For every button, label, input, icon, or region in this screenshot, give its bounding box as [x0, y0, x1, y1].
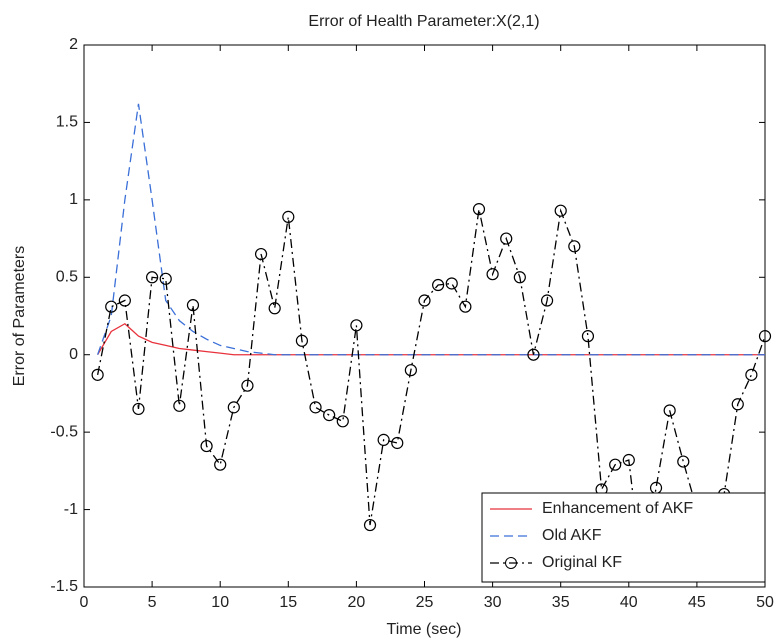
x-tick-label: 30	[484, 594, 502, 611]
x-tick-label: 25	[416, 594, 434, 611]
data-point	[159, 272, 172, 285]
data-point	[486, 268, 499, 281]
data-point	[363, 518, 377, 532]
data-point	[758, 330, 772, 343]
series-line	[97, 103, 765, 356]
y-tick-label: 0.5	[56, 269, 78, 286]
data-point	[282, 210, 295, 223]
data-point	[254, 247, 268, 261]
data-point	[377, 433, 390, 446]
x-tick-label: 50	[756, 594, 774, 611]
data-point	[731, 398, 744, 411]
x-tick-label: 35	[552, 594, 570, 611]
data-point	[214, 458, 227, 471]
y-tick-label: 1	[69, 191, 78, 208]
data-point	[581, 330, 595, 343]
data-point	[118, 294, 131, 307]
legend-label: Original KF	[542, 554, 622, 571]
data-point	[350, 319, 363, 332]
data-point	[663, 404, 676, 417]
x-axis-label: Time (sec)	[387, 621, 462, 638]
data-point	[200, 439, 213, 453]
legend-label: Enhancement of AKF	[542, 500, 693, 517]
legend-label: Old AKF	[542, 527, 602, 544]
data-point	[173, 399, 186, 412]
data-point	[227, 401, 240, 414]
x-tick-label: 45	[688, 594, 706, 611]
y-tick-label: 0	[69, 346, 78, 363]
x-tick-label: 20	[348, 594, 366, 611]
chart-title: Error of Health Parameter:X(2,1)	[308, 13, 539, 30]
x-tick-label: 0	[80, 594, 89, 611]
legend-box	[481, 492, 766, 583]
data-point	[513, 271, 526, 284]
y-tick-label: 1.5	[56, 114, 78, 131]
data-point	[677, 455, 690, 468]
data-point	[472, 203, 486, 216]
data-point	[527, 348, 540, 361]
x-tick-label: 15	[279, 594, 297, 611]
data-point	[432, 278, 445, 292]
data-point	[554, 204, 567, 217]
data-point	[91, 368, 104, 381]
data-point	[500, 232, 513, 245]
data-point	[146, 271, 159, 284]
data-point	[418, 294, 431, 307]
y-tick-label: 2	[69, 36, 78, 53]
data-point	[105, 300, 118, 313]
data-point	[241, 379, 254, 392]
data-point	[132, 402, 145, 416]
x-tick-label: 40	[620, 594, 638, 611]
data-point	[323, 409, 336, 422]
data-point	[459, 300, 472, 313]
x-tick-label: 10	[211, 594, 229, 611]
data-point	[295, 334, 309, 347]
data-point	[309, 401, 322, 414]
y-tick-label: -1	[64, 501, 78, 518]
data-point	[622, 453, 635, 467]
data-point	[609, 458, 622, 471]
data-point	[568, 240, 581, 253]
data-point	[404, 364, 417, 377]
data-point	[268, 302, 281, 315]
y-tick-label: -0.5	[50, 423, 78, 440]
data-point	[186, 299, 200, 312]
data-point	[336, 415, 349, 428]
data-point	[391, 436, 404, 450]
data-point	[445, 277, 458, 290]
y-tick-label: -1.5	[50, 578, 78, 595]
y-axis-label: Error of Parameters	[11, 246, 28, 386]
x-tick-label: 5	[148, 594, 157, 611]
data-point	[745, 368, 758, 381]
legend-marker	[505, 557, 517, 569]
data-point	[540, 294, 554, 307]
